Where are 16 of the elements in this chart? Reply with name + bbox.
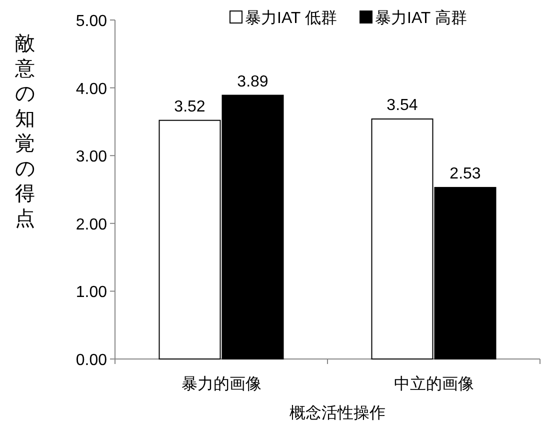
data-label: 3.89	[237, 73, 268, 90]
data-label: 2.53	[450, 165, 481, 182]
x-tick-label: 中立的画像	[394, 375, 474, 393]
data-label: 3.54	[386, 96, 418, 114]
legend-label: 暴力IAT 低群	[245, 9, 337, 27]
y-tick-label: 2.00	[76, 216, 108, 234]
x-tick-label: 暴力的画像	[181, 375, 262, 393]
x-axis-title: 概念活性操作	[290, 404, 386, 422]
y-tick-label: 4.00	[76, 80, 108, 98]
y-tick-label: 5.00	[76, 13, 108, 30]
y-axis-title: 敵意の知覚の得点	[14, 33, 35, 230]
y-tick-label: 1.00	[76, 284, 108, 302]
legend-label: 暴力IAT 高群	[375, 9, 467, 27]
data-label: 3.52	[174, 98, 206, 116]
y-tick-label: 0.00	[76, 352, 108, 369]
y-tick-label: 3.00	[76, 148, 108, 166]
